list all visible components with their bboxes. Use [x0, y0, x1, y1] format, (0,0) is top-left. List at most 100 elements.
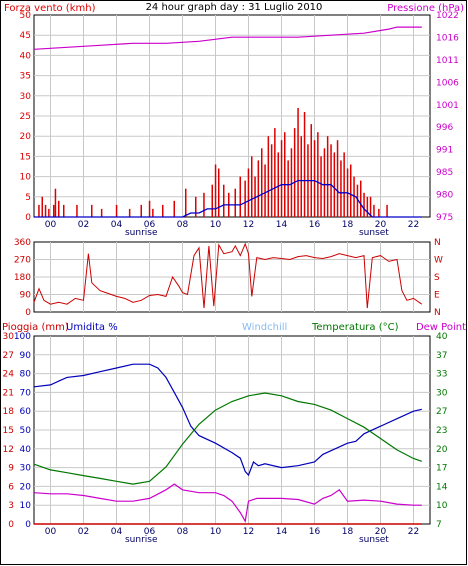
- wind-gust-bar-49: [313, 140, 316, 217]
- chart-title: 24 hour graph day : 31 Luglio 2010: [146, 2, 323, 13]
- wind-gust-bar-20: [203, 192, 205, 217]
- wind-gust-bar-53: [326, 136, 329, 217]
- wind-panel-sunset-label: sunset: [359, 228, 389, 238]
- direction-left-tick-4: 360: [14, 238, 31, 248]
- wind-panel-x-tick-9: 18: [342, 220, 354, 230]
- rain-left-tick-0: 0: [8, 520, 14, 530]
- wind-gust-bar-35: [267, 136, 270, 217]
- wind-gust-bar-64: [363, 192, 365, 217]
- wind-gust-bar-44: [297, 107, 299, 217]
- pressure-right-tick-3: 991: [436, 146, 453, 156]
- wind-panel-x-tick-3: 06: [144, 220, 156, 230]
- pressure-right-tick-7: 1011: [436, 56, 459, 66]
- wind-gust-bar-43: [293, 128, 296, 217]
- wind-left-tick-10: 50: [20, 11, 32, 21]
- direction-left-tick-3: 270: [14, 256, 31, 266]
- wind-gust-bar-68: [378, 208, 380, 217]
- pressure-line: [33, 26, 422, 50]
- wind-gust-bar-54: [330, 144, 332, 217]
- wind-panel-x-tick-5: 10: [210, 220, 222, 230]
- wind-gust-bar-51: [320, 156, 322, 217]
- rain-left-tick-7: 21: [3, 388, 14, 398]
- rain-left-tick-3: 9: [8, 464, 14, 474]
- climate-panel-x-tick-2: 04: [111, 527, 123, 537]
- temperature-right-tick-6: 27: [436, 407, 447, 417]
- wind-gust-bar-23: [218, 168, 220, 217]
- wind-left-tick-2: 10: [20, 173, 32, 183]
- wind-left-tick-9: 45: [20, 31, 31, 41]
- temperature-right-tick-10: 40: [436, 332, 448, 342]
- wind-gust-bar-14: [148, 200, 151, 217]
- temperature-right-tick-8: 33: [436, 370, 447, 380]
- wind-gust-bar-48: [310, 124, 312, 217]
- wind-gust-bar-6: [58, 200, 60, 217]
- climate-panel-x-tick-9: 18: [342, 527, 354, 537]
- wind-panel-x-tick-2: 04: [111, 220, 123, 230]
- humidity-line: [33, 363, 422, 477]
- wind-gust-bar-13: [140, 204, 142, 217]
- wind-gust-bar-52: [323, 148, 326, 217]
- wind-gust-bar-16: [162, 204, 164, 217]
- pressure-right-tick-6: 1006: [436, 78, 459, 88]
- pressure-right-tick-4: 996: [436, 123, 453, 133]
- climate-panel-sunrise-label: sunrise: [125, 535, 158, 545]
- humidity-left-tick-1: 10: [20, 501, 32, 511]
- climate-panel-x-tick-5: 10: [210, 527, 222, 537]
- wind-panel-x-tick-4: 08: [177, 220, 189, 230]
- wind-gust-bar-56: [336, 140, 339, 217]
- dewpoint-legend-label: Dew Point: [416, 322, 466, 333]
- rain-left-tick-5: 15: [3, 426, 14, 436]
- wind-left-tick-7: 35: [20, 72, 31, 82]
- climate-panel-x-tick-1: 02: [78, 527, 89, 537]
- wind-gust-bar-29: [247, 168, 250, 217]
- wind-gust-bar-50: [317, 132, 319, 217]
- wind-gust-bar-66: [369, 196, 372, 217]
- wind-gust-bar-57: [340, 160, 342, 217]
- wind-gust-bar-30: [251, 156, 253, 217]
- wind-gust-bar-4: [53, 204, 55, 217]
- windchill-legend-label: Windchill: [242, 322, 287, 333]
- wind-gust-bar-33: [261, 148, 263, 217]
- wind-gust-bar-31: [254, 176, 256, 217]
- rain-left-tick-2: 6: [8, 482, 14, 492]
- rain-left-tick-9: 27: [3, 351, 14, 361]
- temperature-right-tick-2: 14: [436, 482, 448, 492]
- pressure-right-tick-0: 975: [436, 213, 453, 223]
- pressure-right-tick-8: 1016: [436, 33, 459, 43]
- wind-left-tick-4: 20: [20, 132, 32, 142]
- wind-gust-bar-26: [234, 188, 236, 217]
- humidity-left-tick-4: 40: [20, 445, 32, 455]
- humidity-left-tick-2: 20: [20, 482, 32, 492]
- pressure-right-tick-1: 980: [436, 191, 453, 201]
- wind-panel-x-tick-6: 12: [243, 220, 254, 230]
- wind-gust-bar-61: [353, 176, 355, 217]
- temperature-right-tick-3: 17: [436, 464, 447, 474]
- direction-left-tick-2: 180: [14, 273, 31, 283]
- wind-left-tick-5: 25: [20, 112, 31, 122]
- temperature-line: [33, 392, 422, 485]
- wind-gust-bar-34: [264, 164, 266, 217]
- humidity-left-tick-0: 0: [25, 520, 31, 530]
- temperature-right-tick-0: 7: [436, 520, 442, 530]
- pressure-right-tick-5: 1001: [436, 101, 459, 111]
- temperature-right-tick-5: 23: [436, 426, 447, 436]
- wind-gust-bar-55: [333, 152, 336, 217]
- wind-gust-bar-5: [54, 188, 57, 217]
- wind-left-tick-1: 5: [25, 193, 31, 203]
- temperature-right-tick-1: 10: [436, 501, 448, 511]
- climate-panel-x-tick-10: 20: [375, 527, 387, 537]
- wind-gust-bar-69: [386, 204, 388, 217]
- humidity-left-tick-9: 90: [20, 351, 32, 361]
- rain-left-tick-8: 24: [3, 370, 15, 380]
- wind-gust-bar-15: [152, 208, 154, 217]
- wind-gust-bar-22: [214, 164, 217, 217]
- wind-gust-bar-1: [41, 196, 43, 217]
- wind-gust-bar-63: [360, 180, 362, 217]
- compass-right-tick-2: S: [434, 273, 440, 283]
- wind-gust-bar-0: [38, 204, 40, 217]
- humidity-left-tick-10: 100: [14, 332, 31, 342]
- climate-panel-sunset-label: sunset: [359, 535, 389, 545]
- temperature-right-tick-9: 37: [436, 351, 447, 361]
